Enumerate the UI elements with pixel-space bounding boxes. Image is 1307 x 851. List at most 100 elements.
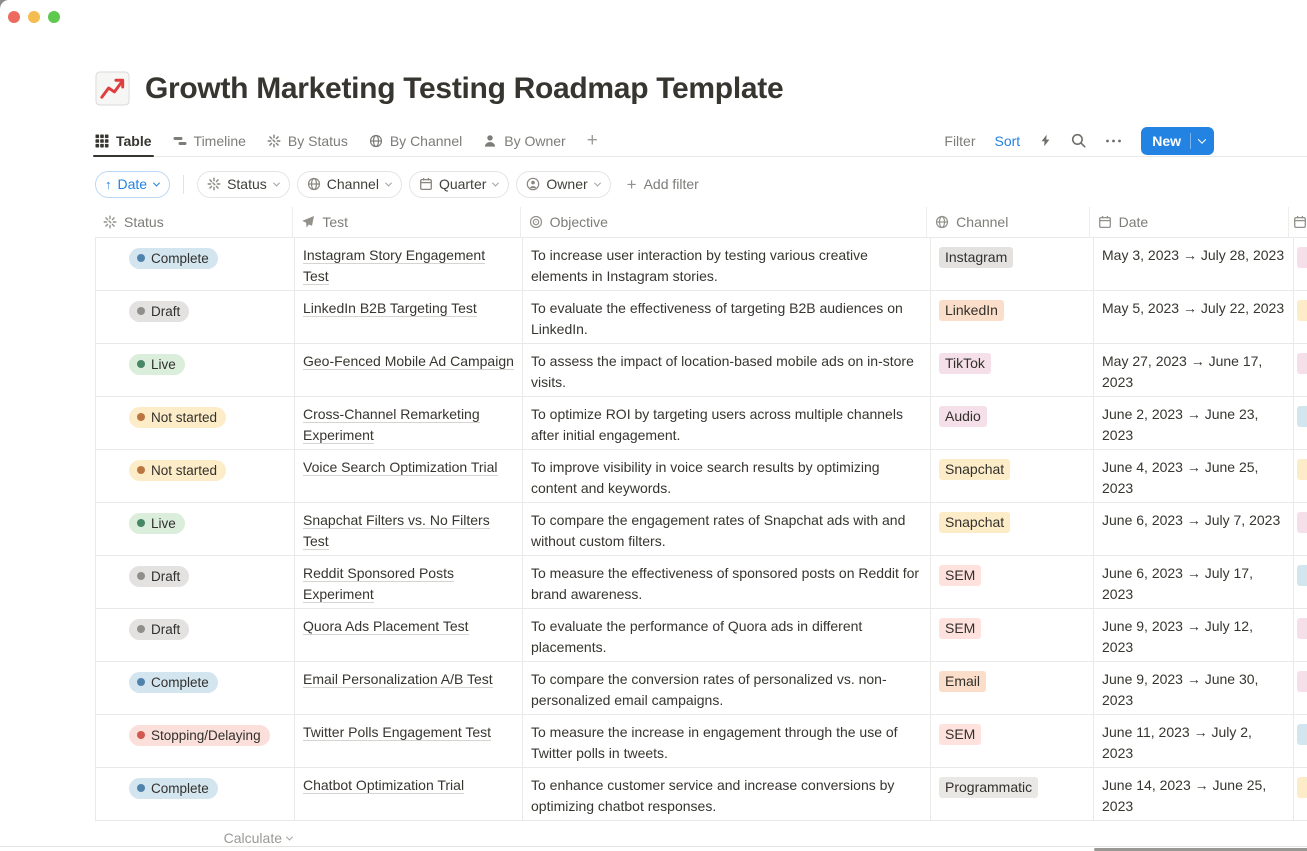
zoom-window-button[interactable] bbox=[48, 11, 60, 23]
status-cell[interactable]: Complete bbox=[96, 662, 295, 714]
channel-cell[interactable]: Email bbox=[931, 662, 1094, 714]
date-cell[interactable]: May 3, 2023 → July 28, 2023 bbox=[1094, 238, 1294, 290]
test-page-link[interactable]: Email Personalization A/B Test bbox=[303, 671, 493, 688]
search-icon[interactable] bbox=[1071, 133, 1086, 148]
objective-cell[interactable]: To measure the effectiveness of sponsore… bbox=[523, 556, 931, 608]
status-cell[interactable]: Not started bbox=[96, 397, 295, 449]
quarter-cell[interactable] bbox=[1294, 397, 1307, 449]
date-cell[interactable]: June 4, 2023 → June 25, 2023 bbox=[1094, 450, 1294, 502]
table-row[interactable]: Stopping/Delaying Twitter Polls Engageme… bbox=[95, 715, 1307, 768]
status-cell[interactable]: Live bbox=[96, 344, 295, 396]
column-header-date[interactable]: Date bbox=[1089, 207, 1289, 238]
date-cell[interactable]: June 6, 2023 → July 17, 2023 bbox=[1094, 556, 1294, 608]
new-button[interactable]: New bbox=[1141, 126, 1214, 155]
column-header-quarter[interactable] bbox=[1288, 207, 1307, 238]
sort-button[interactable]: Sort bbox=[994, 132, 1021, 149]
test-page-link[interactable]: Instagram Story Engagement Test bbox=[303, 247, 486, 285]
tab-by-channel[interactable]: By Channel bbox=[369, 125, 462, 156]
test-page-link[interactable]: Voice Search Optimization Trial bbox=[303, 459, 498, 476]
table-row[interactable]: Complete Chatbot Optimization Trial To e… bbox=[95, 768, 1307, 821]
channel-cell[interactable]: Programmatic bbox=[931, 768, 1094, 820]
objective-cell[interactable]: To improve visibility in voice search re… bbox=[523, 450, 931, 502]
column-header-objective[interactable]: Objective bbox=[520, 207, 928, 238]
date-cell[interactable]: June 2, 2023 → June 23, 2023 bbox=[1094, 397, 1294, 449]
add-view-button[interactable]: + bbox=[586, 129, 598, 151]
test-cell[interactable]: Quora Ads Placement Test bbox=[295, 609, 523, 661]
channel-cell[interactable]: Instagram bbox=[931, 238, 1094, 290]
tab-table[interactable]: Table bbox=[93, 125, 154, 157]
channel-cell[interactable]: SEM bbox=[931, 556, 1094, 608]
table-row[interactable]: Draft LinkedIn B2B Targeting Test To eva… bbox=[95, 291, 1307, 344]
column-header-test[interactable]: Test bbox=[293, 207, 521, 238]
test-cell[interactable]: Geo-Fenced Mobile Ad Campaign bbox=[295, 344, 523, 396]
test-cell[interactable]: Email Personalization A/B Test bbox=[295, 662, 523, 714]
close-window-button[interactable] bbox=[8, 11, 20, 23]
channel-cell[interactable]: TikTok bbox=[931, 344, 1094, 396]
tab-by-status[interactable]: By Status bbox=[267, 125, 348, 156]
status-cell[interactable]: Draft bbox=[96, 291, 295, 343]
tab-by-owner[interactable]: By Owner bbox=[483, 125, 566, 156]
filter-chip-channel[interactable]: Channel bbox=[296, 170, 402, 198]
objective-cell[interactable]: To assess the impact of location-based m… bbox=[523, 344, 931, 396]
channel-cell[interactable]: Snapchat bbox=[931, 450, 1094, 502]
objective-cell[interactable]: To evaluate the performance of Quora ads… bbox=[523, 609, 931, 661]
date-cell[interactable]: May 5, 2023 → July 22, 2023 bbox=[1094, 291, 1294, 343]
test-cell[interactable]: Snapchat Filters vs. No Filters Test bbox=[295, 503, 523, 555]
channel-cell[interactable]: SEM bbox=[931, 715, 1094, 767]
quarter-cell[interactable] bbox=[1294, 609, 1307, 661]
column-header-status[interactable]: Status bbox=[95, 207, 294, 238]
status-cell[interactable]: Stopping/Delaying bbox=[96, 715, 295, 767]
quarter-cell[interactable] bbox=[1294, 715, 1307, 767]
test-page-link[interactable]: Cross-Channel Remarketing Experiment bbox=[303, 406, 480, 444]
table-row[interactable]: Not started Cross-Channel Remarketing Ex… bbox=[95, 397, 1307, 450]
quarter-cell[interactable] bbox=[1294, 238, 1307, 290]
status-cell[interactable]: Not started bbox=[96, 450, 295, 502]
channel-cell[interactable]: Audio bbox=[931, 397, 1094, 449]
chevron-down-icon[interactable] bbox=[1191, 134, 1214, 144]
test-page-link[interactable]: Geo-Fenced Mobile Ad Campaign bbox=[303, 353, 514, 370]
objective-cell[interactable]: To compare the engagement rates of Snapc… bbox=[523, 503, 931, 555]
channel-cell[interactable]: SEM bbox=[931, 609, 1094, 661]
tab-timeline[interactable]: Timeline bbox=[173, 125, 246, 156]
quarter-cell[interactable] bbox=[1294, 450, 1307, 502]
quarter-cell[interactable] bbox=[1294, 344, 1307, 396]
test-page-link[interactable]: Snapchat Filters vs. No Filters Test bbox=[303, 512, 490, 550]
table-row[interactable]: Draft Quora Ads Placement Test To evalua… bbox=[95, 609, 1307, 662]
quarter-cell[interactable] bbox=[1294, 291, 1307, 343]
table-row[interactable]: Draft Reddit Sponsored Posts Experiment … bbox=[95, 556, 1307, 609]
status-cell[interactable]: Draft bbox=[96, 556, 295, 608]
table-row[interactable]: Live Snapchat Filters vs. No Filters Tes… bbox=[95, 503, 1307, 556]
test-cell[interactable]: Cross-Channel Remarketing Experiment bbox=[295, 397, 523, 449]
test-cell[interactable]: Chatbot Optimization Trial bbox=[295, 768, 523, 820]
calculate-button[interactable]: Calculate bbox=[95, 821, 294, 846]
test-page-link[interactable]: Quora Ads Placement Test bbox=[303, 618, 469, 635]
test-page-link[interactable]: Reddit Sponsored Posts Experiment bbox=[303, 565, 454, 603]
minimize-window-button[interactable] bbox=[28, 11, 40, 23]
test-cell[interactable]: Voice Search Optimization Trial bbox=[295, 450, 523, 502]
more-icon[interactable] bbox=[1105, 134, 1122, 148]
date-cell[interactable]: June 9, 2023 → June 30, 2023 bbox=[1094, 662, 1294, 714]
channel-cell[interactable]: Snapchat bbox=[931, 503, 1094, 555]
table-row[interactable]: Not started Voice Search Optimization Tr… bbox=[95, 450, 1307, 503]
date-cell[interactable]: June 6, 2023 → July 7, 2023 bbox=[1094, 503, 1294, 555]
filter-chip-owner[interactable]: Owner bbox=[516, 170, 611, 198]
status-cell[interactable]: Complete bbox=[96, 238, 295, 290]
sort-chip-date[interactable]: ↑ Date bbox=[95, 170, 171, 198]
test-page-link[interactable]: Twitter Polls Engagement Test bbox=[303, 724, 492, 741]
quarter-cell[interactable] bbox=[1294, 768, 1307, 820]
status-cell[interactable]: Draft bbox=[96, 609, 295, 661]
table-row[interactable]: Live Geo-Fenced Mobile Ad Campaign To as… bbox=[95, 344, 1307, 397]
quarter-cell[interactable] bbox=[1294, 556, 1307, 608]
test-cell[interactable]: Twitter Polls Engagement Test bbox=[295, 715, 523, 767]
test-page-link[interactable]: Chatbot Optimization Trial bbox=[303, 777, 465, 794]
filter-chip-quarter[interactable]: Quarter bbox=[408, 170, 510, 198]
filter-chip-status[interactable]: Status bbox=[197, 170, 290, 198]
date-cell[interactable]: May 27, 2023 → June 17, 2023 bbox=[1094, 344, 1294, 396]
objective-cell[interactable]: To measure the increase in engagement th… bbox=[523, 715, 931, 767]
objective-cell[interactable]: To enhance customer service and increase… bbox=[523, 768, 931, 820]
status-cell[interactable]: Live bbox=[96, 503, 295, 555]
quarter-cell[interactable] bbox=[1294, 662, 1307, 714]
date-cell[interactable]: June 14, 2023 → June 25, 2023 bbox=[1094, 768, 1294, 820]
quarter-cell[interactable] bbox=[1294, 503, 1307, 555]
objective-cell[interactable]: To optimize ROI by targeting users acros… bbox=[523, 397, 931, 449]
